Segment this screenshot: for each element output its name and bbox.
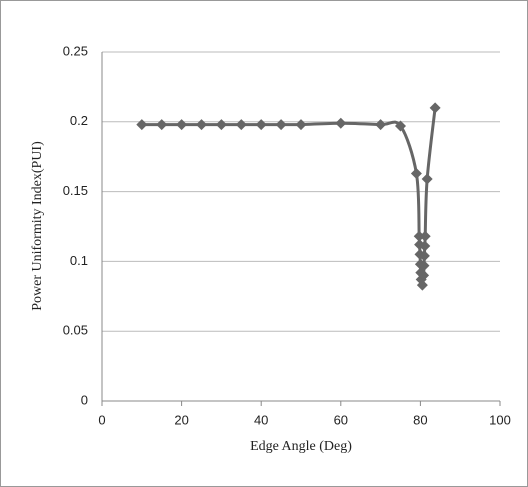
marker <box>335 117 347 129</box>
marker <box>375 119 387 131</box>
x-tick-label: 20 <box>174 412 188 427</box>
marker <box>176 119 188 131</box>
y-tick-label: 0 <box>81 392 88 407</box>
x-tick-label: 80 <box>413 412 427 427</box>
marker <box>421 173 433 185</box>
marker <box>418 269 430 281</box>
x-tick-label: 100 <box>489 412 511 427</box>
x-axis-title: Edge Angle (Deg) <box>250 439 352 454</box>
marker <box>419 230 431 242</box>
y-axis-title: Power Uniformity Index(PUI) <box>30 141 45 311</box>
x-tick-label: 40 <box>254 412 268 427</box>
marker <box>429 102 441 114</box>
marker <box>255 119 267 131</box>
marker <box>275 119 287 131</box>
marker <box>395 120 406 132</box>
marker <box>156 119 168 131</box>
marker <box>418 260 430 272</box>
marker <box>418 250 430 262</box>
marker <box>419 240 431 252</box>
y-tick-label: 0.1 <box>70 253 88 268</box>
marker <box>413 230 425 242</box>
x-tick-label: 0 <box>98 412 105 427</box>
marker <box>410 167 422 179</box>
marker <box>416 279 428 291</box>
marker <box>295 119 307 131</box>
marker <box>414 248 426 260</box>
y-tick-label: 0.2 <box>70 113 88 128</box>
y-tick-label: 0.25 <box>63 43 88 58</box>
marker <box>136 119 148 131</box>
y-tick-label: 0.05 <box>63 323 88 338</box>
marker <box>215 119 227 131</box>
marker <box>235 119 247 131</box>
y-tick-label: 0.15 <box>63 183 88 198</box>
x-tick-label: 60 <box>334 412 348 427</box>
marker <box>196 119 207 131</box>
